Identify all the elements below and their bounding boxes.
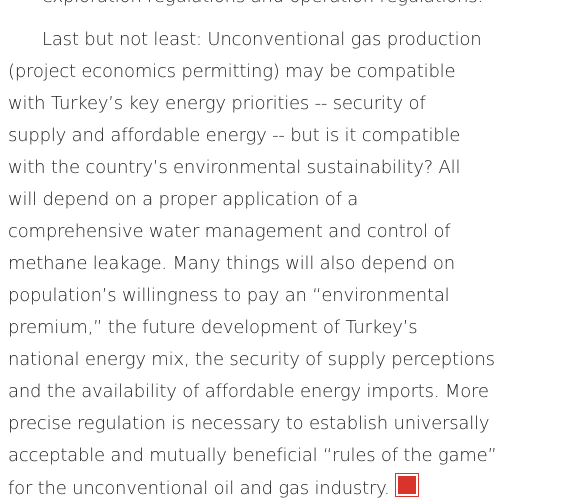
text-line: national energy mix, the security of sup… <box>8 346 495 374</box>
text: methane leakage. Many things will also d… <box>8 253 455 274</box>
text-line: acceptable and mutually beneficial “rule… <box>8 442 497 470</box>
text-line: premium,” the future development of Turk… <box>8 314 418 342</box>
text-line: methane leakage. Many things will also d… <box>8 250 455 278</box>
text: premium,” the future development of Turk… <box>8 317 418 338</box>
text-line: Last but not least: Unconventional gas p… <box>42 26 482 54</box>
text: national energy mix, the security of sup… <box>8 349 495 370</box>
text: (project economics permitting) may be co… <box>8 61 456 82</box>
text-line: (project economics permitting) may be co… <box>8 58 456 86</box>
text: will depend on a proper application of a <box>8 189 359 210</box>
text: comprehensive water management and contr… <box>8 221 451 242</box>
text: for the unconventional oil and gas indus… <box>8 478 390 499</box>
text: Last but not least: Unconventional gas p… <box>42 29 482 50</box>
text-line: with Turkey’s key energy priorities -- s… <box>8 90 426 118</box>
text-line: population’s willingness to pay an “envi… <box>8 282 450 310</box>
text-line: exploration regulations and operation re… <box>42 0 483 11</box>
text-line: for the unconventional oil and gas indus… <box>8 473 419 501</box>
text: acceptable and mutually beneficial “rule… <box>8 445 497 466</box>
text: with the country’s environmental sustain… <box>8 157 461 178</box>
text-line: comprehensive water management and contr… <box>8 218 451 246</box>
text-line: and the availability of affordable energ… <box>8 378 489 406</box>
text: supply and affordable energy -- but is i… <box>8 125 461 146</box>
text-line: supply and affordable energy -- but is i… <box>8 122 460 150</box>
text-line: precise regulation is necessary to estab… <box>8 410 489 438</box>
text: and the availability of affordable energ… <box>8 381 489 402</box>
text: precise regulation is necessary to estab… <box>8 413 490 434</box>
text-line: will depend on a proper application of a <box>8 186 358 214</box>
text: with Turkey’s key energy priorities -- s… <box>8 93 426 114</box>
text: population’s willingness to pay an “envi… <box>8 285 450 306</box>
text-line: with the country’s environmental sustain… <box>8 154 460 182</box>
end-logo <box>394 473 419 497</box>
